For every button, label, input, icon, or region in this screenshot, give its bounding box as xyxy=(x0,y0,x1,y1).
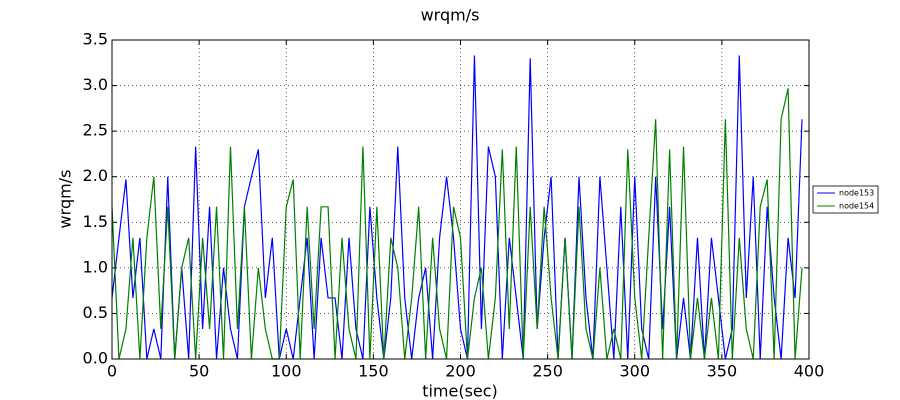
y-tick-label: 0.0 xyxy=(83,349,108,368)
y-tick-label: 0.5 xyxy=(83,303,108,322)
series-line xyxy=(111,88,803,360)
x-tick-label: 400 xyxy=(794,362,825,381)
x-tick-label: 0 xyxy=(107,362,117,381)
y-tick-label: 3.0 xyxy=(83,75,108,94)
x-tick-label: 250 xyxy=(532,362,563,381)
legend-box xyxy=(812,185,879,214)
x-tick-label: 300 xyxy=(619,362,650,381)
plot-frame xyxy=(111,39,810,360)
chart-title: wrqm/s xyxy=(421,6,480,25)
x-axis-label: time(sec) xyxy=(422,382,498,400)
y-axis-label: wrqm/s xyxy=(56,170,75,229)
legend-label: node153 xyxy=(839,189,874,198)
x-tick-label: 50 xyxy=(189,362,209,381)
y-tick-label: 1.0 xyxy=(83,257,108,276)
y-tick-label: 3.5 xyxy=(83,30,108,49)
y-tick-label: 2.5 xyxy=(83,121,108,140)
x-tick-label: 100 xyxy=(271,362,302,381)
x-tick-label: 350 xyxy=(707,362,738,381)
y-tick-label: 2.0 xyxy=(83,166,108,185)
x-tick-label: 200 xyxy=(445,362,476,381)
legend-label: node154 xyxy=(839,202,874,211)
y-tick-label: 1.5 xyxy=(83,212,108,231)
x-tick-label: 150 xyxy=(358,362,389,381)
series-line xyxy=(111,55,803,360)
